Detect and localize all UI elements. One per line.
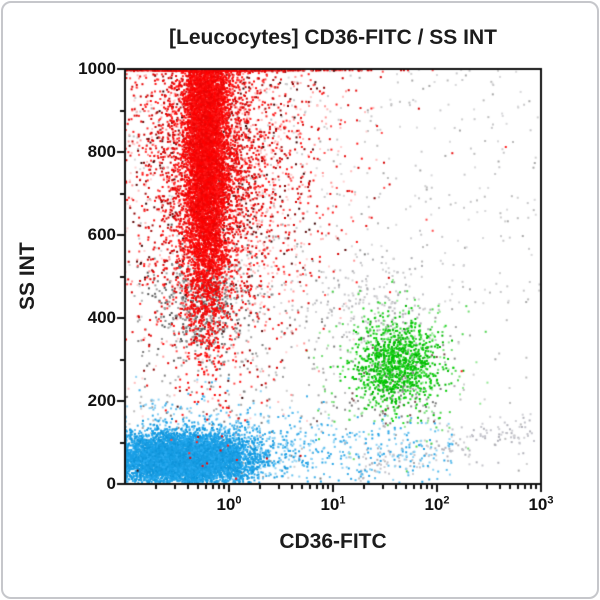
y-tick-label-200: 200 bbox=[87, 391, 116, 410]
y-axis-title: SS INT bbox=[16, 242, 39, 310]
chart-title: [Leucocytes] CD36-FITC / SS INT bbox=[169, 26, 497, 49]
y-tick-label-1000: 1000 bbox=[78, 59, 116, 78]
x-tick-label-1e3: 103 bbox=[528, 494, 554, 514]
y-tick-label-800: 800 bbox=[87, 142, 116, 161]
x-tick-label-1e2: 102 bbox=[424, 494, 450, 514]
y-tick-label-400: 400 bbox=[87, 308, 116, 327]
x-axis-title: CD36-FITC bbox=[279, 530, 387, 553]
y-tick-label-0: 0 bbox=[106, 474, 116, 493]
y-tick-label-600: 600 bbox=[87, 225, 116, 244]
x-tick-label-1e1: 101 bbox=[320, 494, 346, 514]
x-tick-label-1e0: 100 bbox=[216, 494, 242, 514]
